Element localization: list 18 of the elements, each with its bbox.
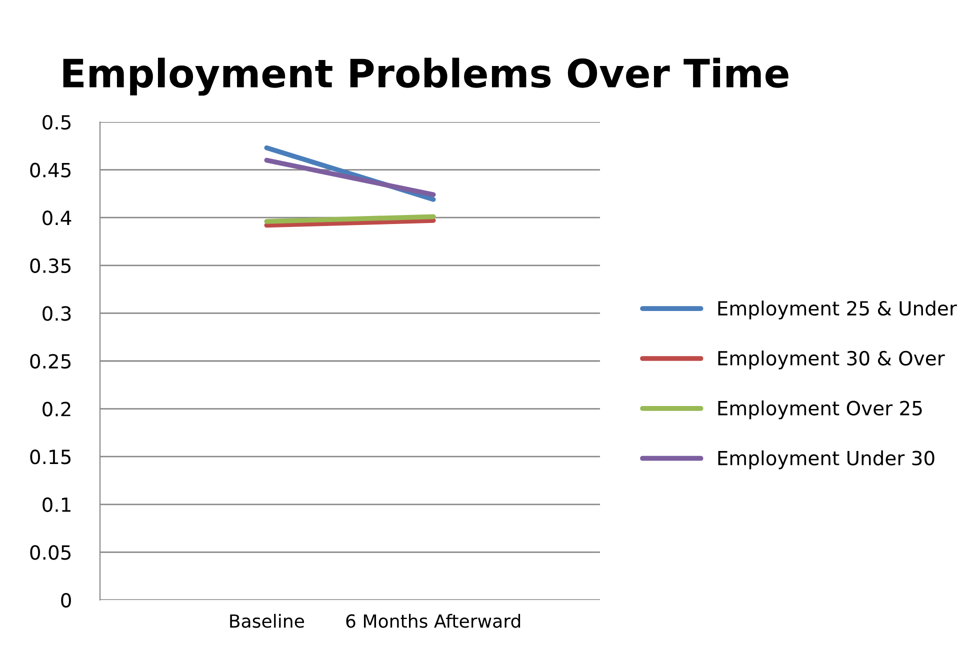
- y-tick-label: 0.05: [30, 545, 71, 560]
- y-tick-label: 0.5: [42, 114, 71, 130]
- y-tick-label: 0.25: [30, 354, 71, 369]
- legend-label: Employment 25 & Under: [718, 300, 957, 320]
- y-tick-label: 0.4: [42, 210, 72, 226]
- legend-label: Employment Over 25: [718, 400, 922, 420]
- y-tick-label: 0.1: [42, 497, 70, 512]
- x-tick-label: Baseline: [230, 614, 304, 628]
- y-tick-label: 0.2: [42, 402, 70, 416]
- y-tick-label: 0.45: [30, 162, 71, 178]
- y-tick-label: 0: [61, 592, 71, 608]
- legend-label: Employment 30 & Over: [718, 350, 945, 370]
- x-tick-label: 6 Months Afterward: [346, 614, 520, 628]
- y-tick-label: 0.35: [30, 258, 71, 274]
- y-tick-label: 0.15: [30, 450, 71, 464]
- legend-label: Employment Under 30: [718, 450, 934, 470]
- y-tick-label: 0.3: [42, 306, 71, 321]
- chart-title: Employment Problems Over Time: [63, 58, 788, 96]
